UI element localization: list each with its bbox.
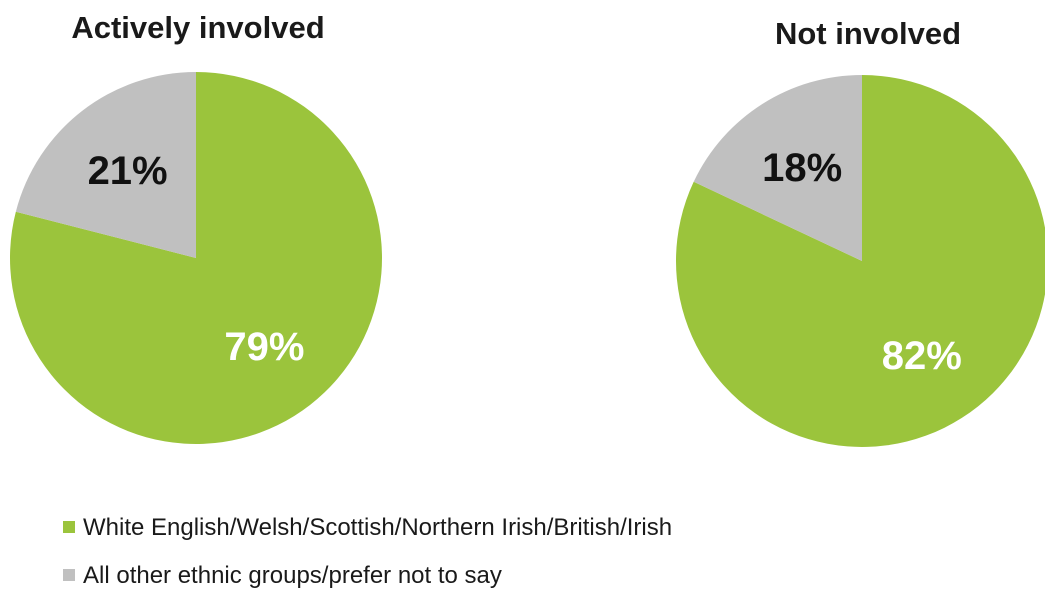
legend-swatch-white-british [63, 521, 75, 533]
data-label-white-british: 79% [224, 325, 304, 369]
pie-slice-white-british [676, 75, 1045, 447]
pie-slice-other-ethnic [693, 74, 862, 261]
chart-title: Actively involved [71, 10, 324, 45]
legend-label-other-ethnic: All other ethnic groups/prefer not to sa… [83, 562, 502, 589]
data-label-other-ethnic: 18% [762, 146, 842, 190]
pie-slice-other-ethnic [15, 72, 196, 258]
legend: White English/Welsh/Scottish/Northern Ir… [63, 514, 672, 589]
pie-not-involved: Not involved 82% 18% [676, 16, 1045, 447]
data-label-other-ethnic: 21% [88, 149, 168, 193]
pie-slice-white-british [9, 72, 382, 444]
legend-label-white-british: White English/Welsh/Scottish/Northern Ir… [83, 514, 672, 541]
chart-title: Not involved [775, 16, 961, 51]
pie-actively-involved: Actively involved 79% 21% [9, 10, 382, 444]
data-label-white-british: 82% [882, 334, 962, 378]
legend-swatch-other-ethnic [63, 569, 75, 581]
